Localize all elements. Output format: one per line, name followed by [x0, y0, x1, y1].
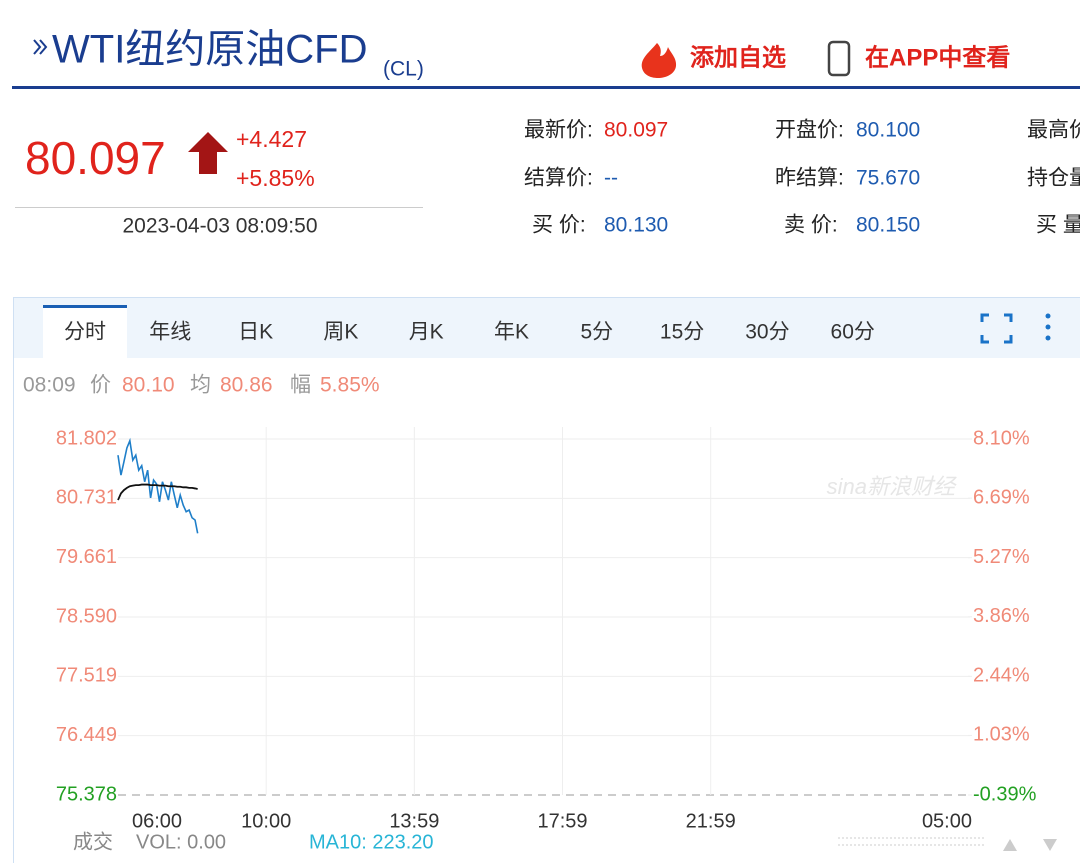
y-tick-label: 76.449 — [56, 724, 117, 746]
stat-label: 持仓量 — [1027, 167, 1080, 190]
y2-tick-label: 6.69% — [973, 486, 1030, 508]
tab[interactable]: 日K — [238, 321, 273, 344]
chevron-icon — [39, 39, 48, 55]
y2-tick-label: 3.86% — [973, 605, 1030, 627]
stat-label: 昨结算: — [775, 167, 844, 190]
y-tick-label: 75.378 — [56, 783, 117, 805]
tab-active-marker — [43, 305, 127, 308]
y-tick-label: 80.731 — [56, 487, 117, 509]
info-value: 80.86 — [220, 374, 273, 397]
watermark: sina新浪财经 — [827, 474, 957, 499]
info-value: 5.85% — [320, 374, 380, 397]
y2-tick-label: 1.03% — [973, 724, 1030, 746]
price-line — [117, 437, 199, 534]
info-value: 80.10 — [122, 374, 175, 397]
volume-label: 成交 — [73, 830, 113, 853]
scroll-up[interactable] — [1003, 839, 1017, 851]
tab[interactable]: 年K — [494, 321, 529, 344]
tab[interactable]: 30分 — [745, 321, 789, 344]
info-label: 均 — [190, 374, 211, 397]
stat-label: 买 价: — [532, 214, 586, 237]
add-watchlist[interactable]: 添加自选 — [690, 43, 786, 71]
open-app[interactable]: 在APP中查看 — [865, 43, 1010, 71]
price-line — [117, 483, 198, 501]
tab-active[interactable] — [43, 305, 127, 358]
volume-ma: MA10: 223.20 — [309, 831, 434, 853]
x-tick-label: 10:00 — [241, 810, 291, 832]
page-title: WTI纽约原油CFD — [52, 28, 368, 72]
change-pct: +5.85% — [236, 165, 315, 191]
stat-value: 75.670 — [856, 167, 920, 190]
stat-value: 80.150 — [856, 214, 920, 237]
stat-label: 开盘价: — [775, 119, 844, 142]
y2-tick-label: 2.44% — [973, 665, 1030, 687]
x-tick-label: 17:59 — [537, 810, 587, 832]
tab[interactable]: 周K — [323, 321, 358, 344]
menu-icon[interactable] — [1045, 313, 1051, 319]
x-tick-label: 05:00 — [922, 810, 972, 832]
tab-bar — [14, 298, 1080, 358]
stat-value: -- — [604, 167, 618, 190]
chevron-icon — [33, 39, 42, 55]
stat-value: 80.097 — [604, 119, 668, 142]
scroll-down[interactable] — [1043, 839, 1057, 851]
y-tick-label: 81.802 — [56, 427, 117, 449]
stat-label: 卖 价: — [784, 214, 838, 237]
tab[interactable]: 年线 — [149, 321, 191, 344]
menu-icon[interactable] — [1045, 335, 1051, 341]
stat-value: 80.130 — [604, 214, 668, 237]
tab[interactable]: 5分 — [580, 321, 613, 344]
tab[interactable]: 月K — [409, 321, 444, 344]
fire-icon[interactable] — [641, 43, 677, 78]
info-time: 08:09 — [23, 374, 76, 397]
y2-tick-label: 5.27% — [973, 546, 1030, 568]
y-tick-label: 78.590 — [56, 605, 117, 627]
change: +4.427 — [236, 126, 307, 152]
info-label: 价 — [90, 374, 111, 397]
stat-value: 80.100 — [856, 119, 920, 142]
last-price: 80.097 — [25, 132, 166, 184]
tab[interactable]: 分时 — [64, 321, 106, 344]
menu-icon[interactable] — [1045, 324, 1051, 330]
header-rule — [12, 86, 1080, 89]
stat-label: 结算价: — [524, 167, 593, 190]
y-tick-label: 79.661 — [56, 546, 117, 568]
tab[interactable]: 15分 — [660, 321, 704, 344]
quote-rule — [15, 207, 423, 208]
y2-tick-label: -0.39% — [973, 783, 1037, 805]
fullscreen-icon[interactable] — [980, 313, 1013, 344]
stat-label: 最高价 — [1027, 119, 1080, 142]
y-tick-label: 77.519 — [56, 665, 117, 687]
tab[interactable]: 60分 — [831, 321, 875, 344]
stat-label: 最新价: — [524, 119, 593, 142]
stat-label: 买 量 — [1036, 214, 1080, 237]
info-label: 幅 — [290, 374, 311, 397]
quote-time: 2023-04-03 08:09:50 — [123, 215, 318, 238]
y2-tick-label: 8.10% — [973, 427, 1030, 449]
x-tick-label: 13:59 — [389, 810, 439, 832]
volume-value: VOL: 0.00 — [136, 831, 226, 853]
x-tick-label: 06:00 — [132, 810, 182, 832]
chart-panel — [13, 297, 1080, 863]
up-arrow — [188, 132, 228, 174]
phone-icon[interactable] — [827, 40, 851, 77]
symbol-code: (CL) — [383, 58, 424, 81]
x-tick-label: 21:59 — [686, 810, 736, 832]
